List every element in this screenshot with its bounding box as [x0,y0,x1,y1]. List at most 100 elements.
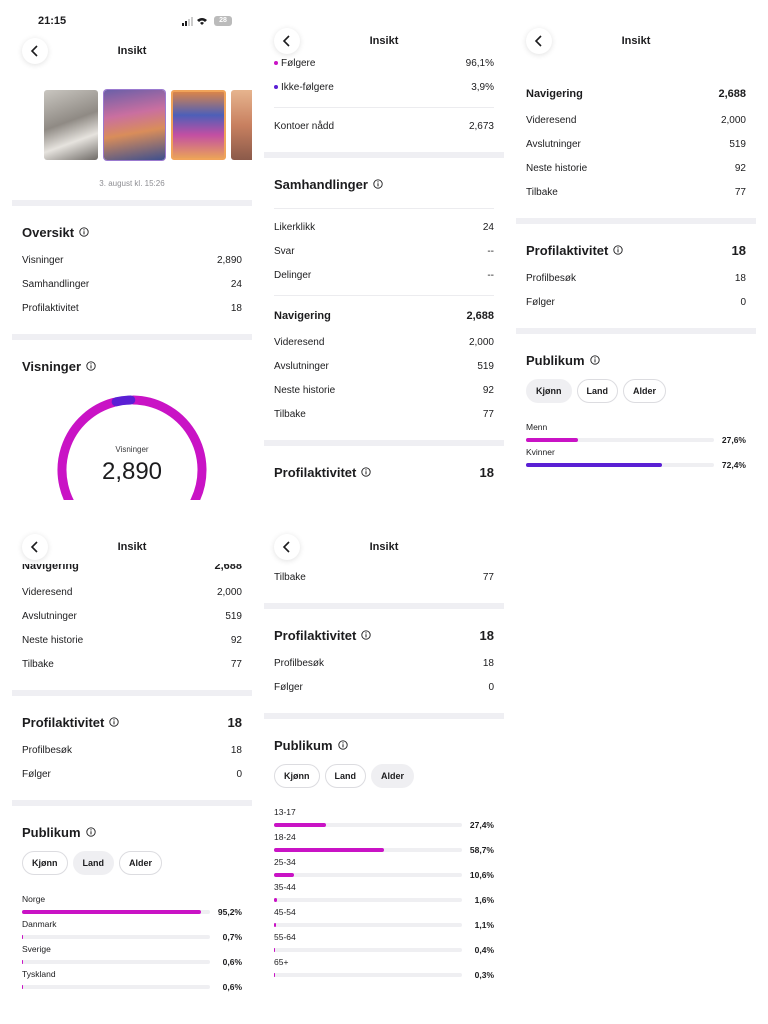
back-button[interactable] [274,28,300,54]
section-heading: Visninger [22,358,82,374]
audience-tab[interactable]: Alder [623,379,667,403]
bar-track [22,909,210,914]
bar-track [526,437,714,442]
metric-row: Tilbake 77 [526,180,746,204]
bar [22,934,24,939]
metric-group: Publikum Kjønn Land Alder Norge 95,2% Danmark 0… [22,816,242,1000]
bar-line: 27,6% [526,434,746,445]
info-icon [373,179,383,189]
bar-value-label: 10,6% [469,869,494,880]
metric-label: Videresend [274,336,325,348]
subheading: Navigering [526,88,583,100]
heading-label: Profilaktivitet [526,243,624,258]
insight-screen: Insikt Navigering 2,688 Videresend 2,000 Avs… [12,506,252,1006]
bar-line: 0,6% [22,981,242,992]
metric-row: Visninger 2,890 [22,248,242,272]
bar-track [274,822,462,827]
metric-row: Ikke-følgere 3,9% [274,75,494,99]
metric-value: 519 [225,610,242,622]
metric-label: Følger [274,681,303,693]
section-divider [264,440,504,446]
metric-label-wrap: Neste historie [526,163,587,174]
audience-tab[interactable]: Kjønn [274,764,320,788]
metric-row: Følger 0 [22,762,242,786]
metric-label-wrap: Svar [274,246,295,257]
bar-line: 27,4% [274,819,494,830]
metric-label-wrap: Neste historie [274,385,335,396]
metric-value: 0 [488,681,494,693]
metric-row: Profilaktivitet 18 [22,296,242,320]
story-thumbnail[interactable] [231,90,252,160]
bar-label: 55-64 [274,932,296,942]
bar [22,909,201,914]
section-heading: Samhandlinger [274,176,368,192]
bar [274,872,294,877]
section-total: 18 [479,627,494,643]
metric-label: Avslutninger [526,138,581,150]
metric-row: Svar -- [274,239,494,263]
metric-group: Publikum Kjønn Land Alder 13-17 27,4% 18-24 58,… [274,729,494,988]
back-button[interactable] [22,534,48,560]
back-button[interactable] [526,28,552,54]
bar-value-label: 27,4% [469,819,494,830]
metric-label-wrap: Følger [22,769,51,780]
bar-track [274,947,462,952]
back-button[interactable] [274,534,300,560]
metric-group: Kontoer nådd 2,673 [274,107,494,146]
story-thumbnail[interactable] [104,90,165,160]
section-divider [264,152,504,158]
screen-title: Insikt [369,35,399,47]
bar-track [526,462,714,467]
screen-title: Insikt [117,45,147,57]
metric-label: Profilbesøk [22,744,73,756]
audience-tab[interactable]: Kjønn [22,851,68,875]
info-icon [361,630,372,640]
audience-tab[interactable]: Land [576,379,618,403]
story-thumbnail[interactable] [171,90,226,160]
audience-tabs: Kjønn Land Alder [22,848,242,878]
metric-value: 96,1% [465,57,494,69]
metric-value: 0 [236,768,242,780]
metric-value: 2,890 [216,254,242,266]
header: Insikt [264,506,504,564]
metric-row: Følger 0 [526,290,746,314]
info-icon [109,717,120,727]
metric-value: 0 [740,296,746,308]
section-heading-row: Visninger [22,350,242,382]
bar-track [22,959,210,964]
story-thumbnail[interactable] [44,90,98,160]
audience-tab[interactable]: Land [324,764,366,788]
gauge-segment [111,395,136,407]
section-heading: Profilaktivitet [274,627,357,643]
metric-row: Profilbesøk 18 [22,738,242,762]
audience-bar-item: 18-24 58,7% [274,830,494,855]
audience-tab[interactable]: Alder [119,851,163,875]
section-heading-row: Samhandlinger [274,168,494,200]
info-ring [613,245,624,255]
metric-label-wrap: Følger [526,297,555,308]
metric-label: Tilbake [526,186,558,198]
metric-group: Tilbake 77 [274,565,494,597]
bar-value-label: 72,4% [721,459,746,470]
bar-value-label: 0,4% [474,944,494,955]
bar-label: 65+ [274,957,289,967]
metric-label: Profilbesøk [526,272,577,284]
metric-value: 3,9% [471,81,494,93]
metric-label-wrap: Videresend [526,115,576,126]
info-icon [85,827,96,837]
metric-label: Delinger [274,269,312,281]
metric-label-wrap: Profilbesøk [526,273,576,284]
heading-label: Profilaktivitet [22,715,120,730]
audience-tab[interactable]: Alder [371,764,415,788]
card-section: Publikum Kjønn Land Alder 13-17 27,4% 18-24 58,… [264,719,504,994]
legend-dot [274,85,278,89]
audience-tab[interactable]: Land [72,851,114,875]
section-heading-row: Publikum [274,729,494,761]
metric-label: Profilaktivitet [22,302,79,314]
metric-value: 92 [482,384,494,396]
section-heading-row: Profilaktivitet 18 [22,706,242,738]
audience-tab[interactable]: Kjønn [526,379,572,403]
back-button[interactable] [22,38,48,64]
metric-row: Neste historie 92 [274,378,494,402]
